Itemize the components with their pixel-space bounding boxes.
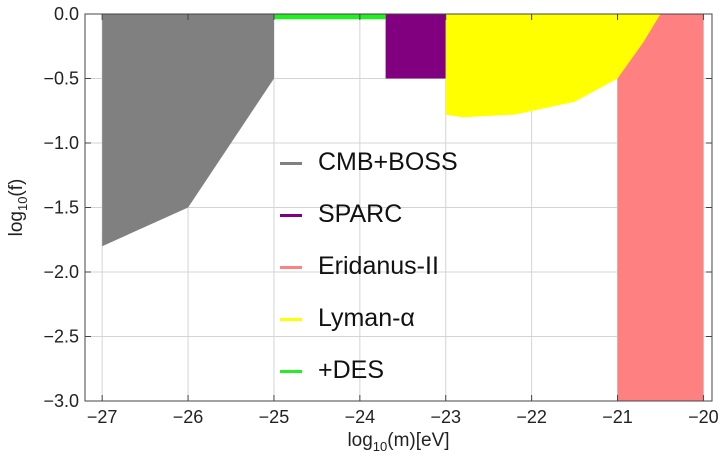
x-axis-label-rest: (m)[eV] bbox=[387, 430, 449, 451]
y-tick-label: −1.5 bbox=[43, 198, 79, 218]
legend-item-des: +DES bbox=[280, 356, 384, 384]
x-tick-label: −27 bbox=[87, 407, 118, 427]
x-tick-label: −24 bbox=[345, 407, 376, 427]
region-cmb-boss bbox=[102, 14, 274, 247]
x-tick-label: −20 bbox=[688, 407, 719, 427]
region-sparc bbox=[385, 14, 446, 79]
y-axis-label: log10(f) bbox=[6, 179, 30, 237]
legend-item-sparc: SPARC bbox=[280, 200, 402, 228]
legend-swatch bbox=[280, 162, 302, 165]
legend: CMB+BOSS SPARC Eridanus-II Lyman-α +DES bbox=[280, 148, 458, 384]
y-tick-label: −2.0 bbox=[43, 262, 79, 282]
y-axis-label-rest: (f) bbox=[6, 179, 27, 197]
y-tick-label: −3.0 bbox=[43, 391, 79, 411]
legend-label: Lyman-α bbox=[318, 304, 415, 332]
legend-swatch bbox=[280, 370, 302, 373]
y-axis-label-main: log bbox=[6, 211, 27, 236]
legend-label: +DES bbox=[318, 356, 384, 384]
legend-label: SPARC bbox=[318, 200, 402, 228]
y-tick-label: −2.5 bbox=[43, 327, 79, 347]
x-axis-label-main: log bbox=[347, 430, 372, 451]
region-eridanus-ii bbox=[617, 14, 704, 401]
plot-regions bbox=[102, 14, 704, 401]
axis-ticks: −27 −26 −25 −24 −23 −22 −21 −20 0.0 −0.5 −1.0 −1.5 −… bbox=[43, 4, 718, 427]
y-tick-label: 0.0 bbox=[54, 4, 79, 24]
y-axis-label-sub: 10 bbox=[15, 197, 30, 211]
legend-swatch bbox=[280, 214, 302, 217]
legend-item-eridanus-ii: Eridanus-II bbox=[280, 252, 439, 280]
x-tick-label: −22 bbox=[516, 407, 547, 427]
region-des bbox=[274, 14, 386, 20]
y-tick-label: −0.5 bbox=[43, 69, 79, 89]
x-tick-label: −23 bbox=[430, 407, 461, 427]
x-tick-label: −21 bbox=[602, 407, 633, 427]
x-axis-label-sub: 10 bbox=[373, 439, 387, 454]
x-axis-label: log10(m)[eV] bbox=[347, 430, 449, 454]
y-tick-label: −1.0 bbox=[43, 133, 79, 153]
x-tick-label: −25 bbox=[259, 407, 290, 427]
legend-item-lyman: Lyman-α bbox=[280, 304, 415, 332]
legend-swatch bbox=[280, 266, 302, 269]
legend-label: CMB+BOSS bbox=[318, 148, 458, 176]
legend-swatch bbox=[280, 318, 302, 321]
legend-label: Eridanus-II bbox=[318, 252, 439, 280]
legend-item-cmb-boss: CMB+BOSS bbox=[280, 148, 458, 176]
x-tick-label: −26 bbox=[173, 407, 204, 427]
region-lyman bbox=[445, 14, 661, 118]
